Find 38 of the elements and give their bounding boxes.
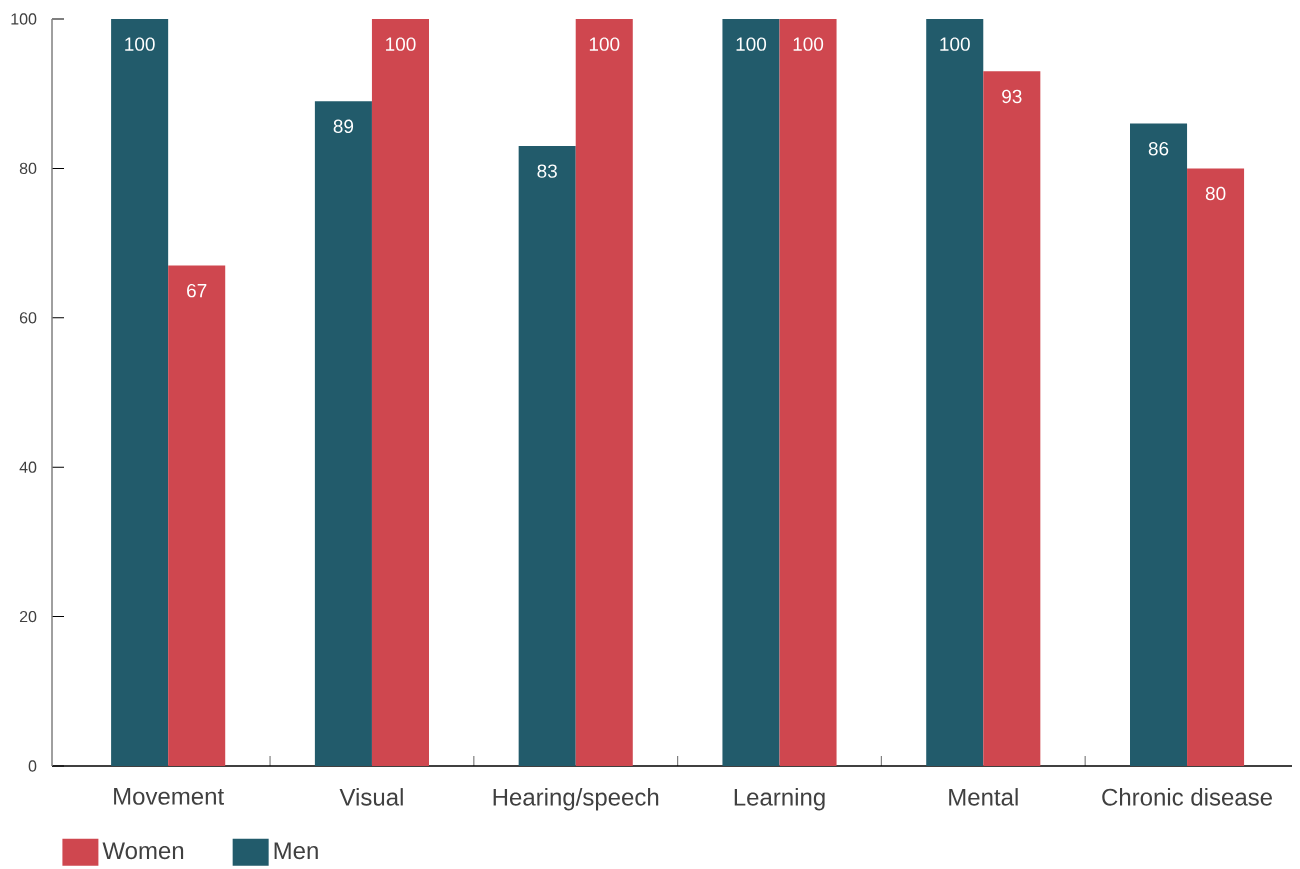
x-tick-label: Visual — [339, 788, 403, 806]
bar — [575, 18, 633, 766]
legend-label: Men — [274, 842, 318, 860]
y-tick-label: 80 — [19, 162, 37, 175]
data-label: 100 — [940, 37, 970, 51]
data-label: 100 — [793, 37, 824, 51]
bar — [168, 265, 226, 766]
x-tick-label: Mental — [949, 788, 1018, 806]
bar — [926, 18, 984, 766]
data-label: 67 — [187, 283, 207, 298]
data-label: 93 — [1002, 89, 1022, 104]
data-label: 83 — [537, 164, 557, 178]
x-tick-label: Hearing/speech — [493, 788, 659, 811]
bar — [779, 18, 837, 766]
y-tick-label: 20 — [19, 610, 37, 623]
bar — [111, 18, 169, 766]
bar — [371, 18, 429, 766]
bar — [518, 145, 576, 766]
bar — [1187, 168, 1245, 766]
data-label: 100 — [125, 37, 155, 51]
bar — [314, 101, 372, 766]
y-tick-label: 100 — [11, 13, 37, 25]
data-label: 86 — [1148, 141, 1169, 156]
x-tick-label: Movement — [114, 788, 224, 805]
data-label: 100 — [589, 37, 620, 51]
x-tick-label: Learning — [734, 788, 825, 811]
y-tick-label: 40 — [19, 461, 37, 473]
y-tick-label: 60 — [19, 312, 37, 324]
data-label: 89 — [333, 119, 354, 134]
bar — [722, 18, 780, 766]
bar — [1130, 123, 1188, 766]
data-label: 100 — [736, 37, 767, 51]
bar — [983, 71, 1041, 766]
data-label: 100 — [386, 37, 416, 51]
x-tick-label: Chronic disease — [1102, 788, 1272, 806]
y-tick-label: 0 — [28, 760, 37, 772]
data-label: 80 — [1205, 186, 1226, 201]
legend-label: Women — [102, 842, 184, 860]
